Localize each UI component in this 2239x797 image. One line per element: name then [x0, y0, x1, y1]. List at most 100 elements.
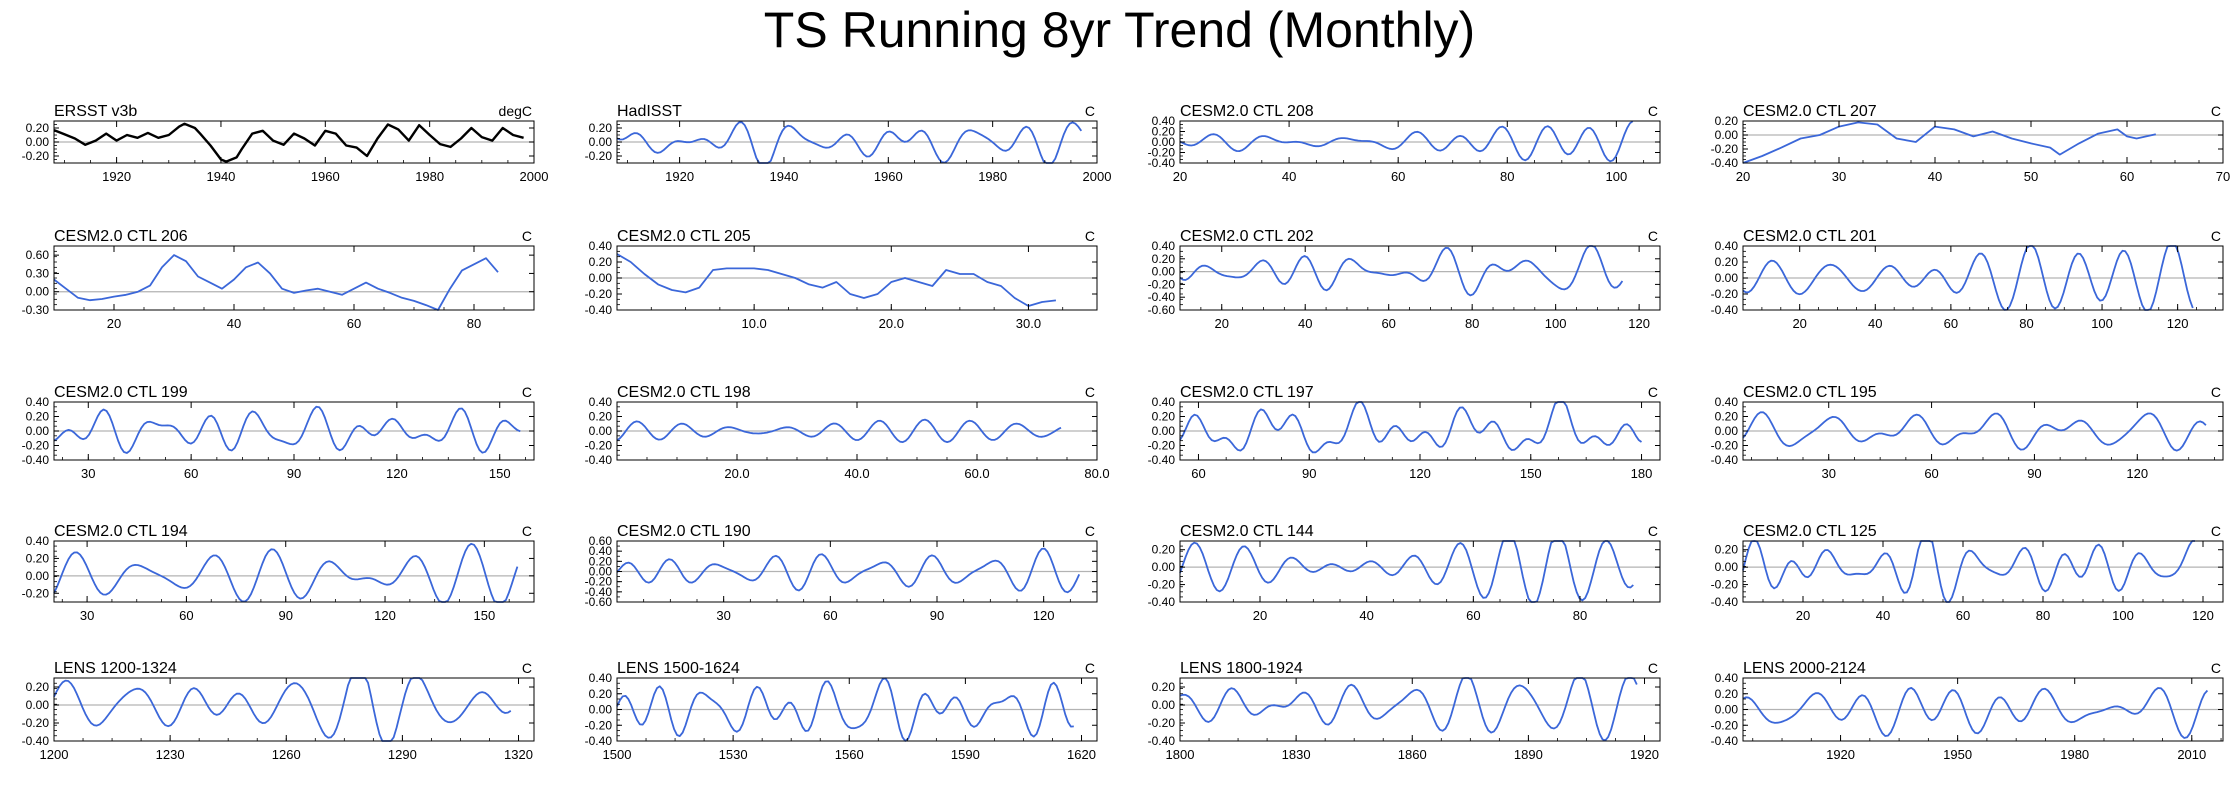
- x-tick-label: 120: [2167, 316, 2189, 331]
- x-tick-label: 60: [2120, 169, 2134, 184]
- panel-2: HadISST C 0.200.00-0.20 1920 1940 1960 1980 200…: [585, 103, 1112, 184]
- x-tick-label: 60: [823, 608, 837, 623]
- y-tick-label: 0.20: [1152, 125, 1176, 139]
- series-line: [1742, 121, 2156, 164]
- x-tick-label: 1960: [874, 169, 903, 184]
- y-tick-label: 0.40: [1152, 239, 1176, 253]
- panel-title: CESM2.0 CTL 207: [1743, 103, 1877, 120]
- y-tick-label: -0.20: [1711, 142, 1739, 156]
- x-tick-label: 80: [2036, 608, 2050, 623]
- y-tick-label: -0.40: [1711, 303, 1739, 317]
- y-tick-label: 0.20: [1715, 114, 1739, 128]
- x-tick-label: 2010: [2177, 747, 2206, 762]
- x-tick-label: 1980: [2060, 747, 2089, 762]
- y-tick-label: -0.20: [585, 287, 613, 301]
- plot-frame: [53, 245, 535, 311]
- panel-units: C: [1085, 523, 1095, 539]
- x-tick-label: 60: [184, 466, 198, 481]
- panel-12: CESM2.0 CTL 195 C 0.400.200.00-0.20-0.40 30…: [1711, 384, 2224, 481]
- x-tick-label: 80: [2019, 316, 2033, 331]
- y-tick-label: 0.40: [1152, 395, 1176, 409]
- y-tick-label: 0.20: [26, 551, 50, 565]
- y-tick-label: 0.40: [589, 671, 613, 685]
- y-tick-label: -0.40: [585, 303, 613, 317]
- y-tick-label: 0.40: [1715, 671, 1739, 685]
- y-tick-label: 0.00: [589, 271, 613, 285]
- series-line: [53, 542, 519, 603]
- x-tick-label: 40: [1868, 316, 1882, 331]
- plot-frame: [1179, 245, 1661, 311]
- series-line: [1179, 245, 1624, 297]
- y-tick-label: 0.20: [1152, 543, 1176, 557]
- x-tick-label: 120: [386, 466, 408, 481]
- x-tick-label: 1920: [102, 169, 131, 184]
- panel-units: degC: [499, 103, 532, 119]
- panel-7: CESM2.0 CTL 202 C 0.400.200.00-0.20-0.40-0…: [1148, 228, 1661, 331]
- panel-18: LENS 1500-1624 C 0.40 0.20 0.00-0.20 -0.40150…: [585, 660, 1098, 762]
- panel-16: CESM2.0 CTL 125 C 0.20 0.00 -0.20 -0.40 20 40 60…: [1711, 523, 2224, 623]
- y-tick-label: 0.00: [26, 285, 50, 299]
- x-tick-label: 40: [1876, 608, 1890, 623]
- panel-6: CESM2.0 CTL 205 C 0.40 0.20 0.00 -0.20 -0.40 10…: [585, 228, 1098, 331]
- x-tick-label: 40.0: [844, 466, 869, 481]
- y-tick-label: 0.00: [26, 135, 50, 149]
- series-line: [53, 122, 524, 163]
- panel-title: CESM2.0 CTL 197: [1180, 384, 1314, 401]
- series-line: [616, 677, 1074, 742]
- series-line: [1179, 540, 1634, 603]
- panel-3: CESM2.0 CTL 208 C 0.400.200.00-0.20-0.4020…: [1148, 103, 1661, 184]
- x-tick-label: 60.0: [964, 466, 989, 481]
- panel-title: CESM2.0 CTL 205: [617, 228, 751, 245]
- y-tick-label: -0.20: [585, 718, 613, 732]
- panel-units: C: [522, 228, 532, 244]
- series-line: [1179, 120, 1634, 163]
- y-tick-label: 0.00: [1715, 424, 1739, 438]
- figure-title: TS Running 8yr Trend (Monthly): [763, 2, 1476, 58]
- y-tick-label: -0.40: [585, 585, 613, 599]
- y-tick-label: 0.40: [589, 395, 613, 409]
- y-tick-label: -0.40: [1711, 453, 1739, 467]
- panel-units: C: [522, 384, 532, 400]
- panel-units: C: [2211, 228, 2221, 244]
- x-tick-label: 1590: [951, 747, 980, 762]
- panel-5: CESM2.0 CTL 206 C 0.60 0.30 0.00 -0.30 20 40 60 8…: [22, 228, 535, 331]
- y-tick-label: 0.00: [1715, 271, 1739, 285]
- x-tick-label: 20: [1173, 169, 1187, 184]
- x-tick-label: 120: [1628, 316, 1650, 331]
- series-line: [1742, 687, 2209, 739]
- y-tick-label: 0.00: [1152, 424, 1176, 438]
- x-tick-label: 60: [1381, 316, 1395, 331]
- x-tick-label: 1940: [769, 169, 798, 184]
- series-line: [616, 253, 1057, 307]
- y-tick-label: 0.20: [589, 410, 613, 424]
- y-tick-label: 0.00: [1152, 135, 1176, 149]
- x-tick-label: 70: [2216, 169, 2230, 184]
- x-tick-label: 40: [1282, 169, 1296, 184]
- x-tick-label: 20.0: [879, 316, 904, 331]
- series-line: [53, 254, 499, 311]
- y-tick-label: -0.20: [22, 149, 50, 163]
- x-tick-label: 80: [1465, 316, 1479, 331]
- x-tick-label: 1560: [835, 747, 864, 762]
- y-tick-label: -0.40: [585, 734, 613, 748]
- y-tick-label: 0.20: [1715, 255, 1739, 269]
- y-tick-label: 0.40: [589, 544, 613, 558]
- panel-13: CESM2.0 CTL 194 C 0.40 0.20 0.00 -0.20 30 60 90 1…: [22, 523, 535, 623]
- x-tick-label: 60: [1191, 466, 1205, 481]
- y-tick-label: 0.20: [589, 687, 613, 701]
- y-tick-label: -0.20: [22, 439, 50, 453]
- y-tick-label: 0.00: [26, 424, 50, 438]
- x-tick-label: 100: [1545, 316, 1567, 331]
- x-tick-label: 50: [2024, 169, 2038, 184]
- x-tick-label: 150: [489, 466, 511, 481]
- series-line: [1179, 677, 1638, 742]
- y-tick-label: 0.00: [1152, 698, 1176, 712]
- y-tick-label: -0.40: [1148, 290, 1176, 304]
- y-tick-label: 0.00: [589, 703, 613, 717]
- y-tick-label: 0.00: [589, 565, 613, 579]
- x-tick-label: 120: [2126, 466, 2148, 481]
- x-tick-label: 1260: [272, 747, 301, 762]
- x-tick-label: 30.0: [1016, 316, 1041, 331]
- y-tick-label: 0.00: [1152, 265, 1176, 279]
